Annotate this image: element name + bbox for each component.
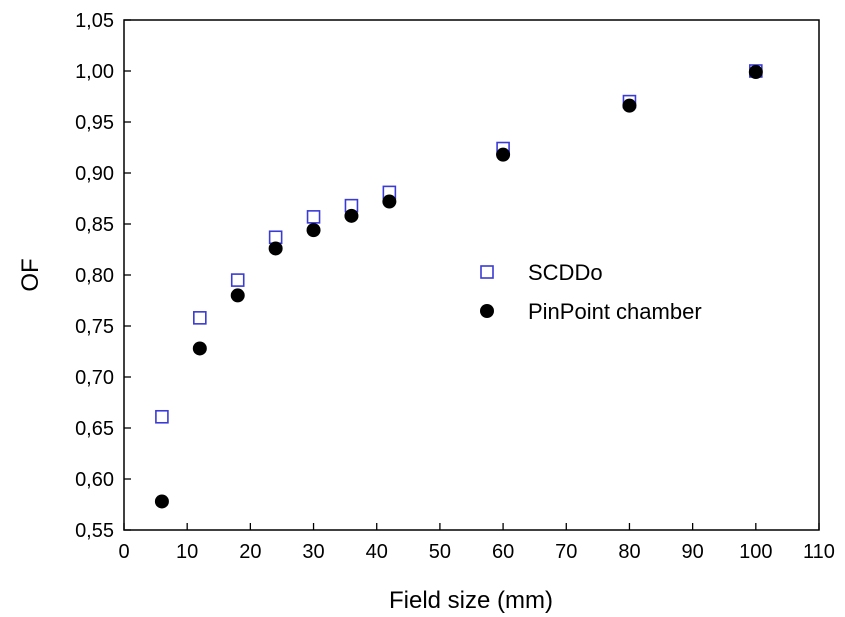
x-tick-label: 80: [618, 541, 640, 563]
y-tick-label: 0,65: [75, 418, 114, 440]
x-tick-label: 90: [682, 541, 704, 563]
x-tick-label: 70: [555, 541, 577, 563]
x-tick-label: 50: [429, 541, 451, 563]
data-point: [154, 494, 169, 509]
x-tick-label: 10: [176, 541, 198, 563]
legend-square-icon: [480, 265, 494, 279]
data-point: [192, 341, 207, 356]
legend-label-scddo: SCDDo: [528, 260, 603, 285]
y-tick-label: 0,60: [75, 469, 114, 491]
legend-circle-icon: [480, 304, 494, 318]
y-tick-label: 0,70: [75, 367, 114, 389]
y-axis-title: OF: [17, 258, 44, 291]
legend: SCDDo PinPoint chamber: [480, 260, 702, 324]
y-tick-label: 1,00: [75, 61, 114, 83]
data-point: [268, 241, 283, 256]
data-point: [496, 147, 511, 162]
data-point: [306, 210, 321, 224]
legend-marker-pinpoint: [480, 304, 494, 318]
data-point: [622, 98, 637, 113]
series-pinpoint-chamber: [154, 65, 763, 509]
data-point: [230, 288, 245, 303]
legend-marker-scddo: [480, 265, 494, 279]
plot-frame: [123, 19, 820, 531]
x-tick-label: 110: [803, 541, 835, 563]
data-point: [155, 409, 169, 424]
x-axis-ticks: 0 10 20 30 40 50 60 70 80 90 100 110: [118, 523, 835, 563]
data-point: [268, 230, 283, 245]
data-series: [154, 64, 763, 509]
y-axis-ticks: 0,55 0,60 0,65 0,70 0,75 0,80 0,85 0,90 0,95 1,00…: [75, 10, 131, 542]
data-point: [193, 311, 207, 325]
x-tick-label: 20: [239, 541, 261, 563]
y-tick-label: 0,80: [75, 265, 114, 287]
data-point: [230, 273, 245, 287]
data-point: [382, 194, 397, 209]
data-point: [306, 223, 321, 238]
y-tick-label: 0,90: [75, 163, 114, 185]
y-tick-label: 0,95: [75, 112, 114, 134]
x-tick-label: 40: [366, 541, 388, 563]
y-tick-label: 0,55: [75, 520, 114, 542]
x-tick-label: 60: [492, 541, 514, 563]
x-tick-label: 0: [118, 541, 129, 563]
data-point: [748, 65, 763, 80]
series-scddo: [155, 64, 763, 424]
x-tick-label: 30: [302, 541, 324, 563]
y-tick-label: 0,75: [75, 316, 114, 338]
legend-label-pinpoint: PinPoint chamber: [528, 299, 702, 324]
x-tick-label: 100: [739, 541, 772, 563]
data-point: [344, 208, 359, 223]
y-tick-label: 1,05: [75, 10, 114, 32]
y-tick-label: 0,85: [75, 214, 114, 236]
x-axis-title: Field size (mm): [389, 587, 553, 614]
